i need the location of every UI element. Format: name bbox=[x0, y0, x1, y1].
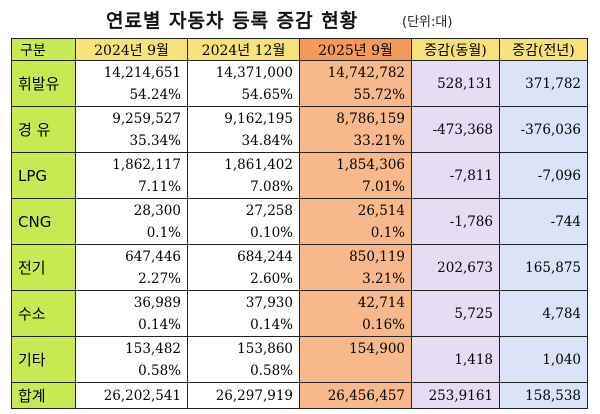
fuel-type-cell: CNG bbox=[11, 198, 76, 245]
header-sep2024: 2024년 9월 bbox=[75, 38, 188, 61]
table-row: 휘발유 14,214,651 14,371,000 14,742,782 528,131… bbox=[11, 60, 588, 107]
share-sep2024: 0.1% bbox=[75, 221, 188, 245]
fuel-type-cell: 수소 bbox=[11, 290, 76, 337]
count-dec2024: 9,162,195 bbox=[187, 106, 300, 130]
count-sep2025: 42,714 bbox=[299, 290, 412, 314]
share-dec2024: 54.65% bbox=[187, 83, 300, 107]
count-sep2025: 1,854,306 bbox=[299, 152, 412, 176]
share-dec2024: 0.58% bbox=[187, 359, 300, 383]
registration-table: 구분 2024년 9월 2024년 12월 2025년 9월 증감(동월) 증감… bbox=[11, 38, 588, 409]
total-sep2025: 26,456,457 bbox=[299, 382, 412, 409]
share-sep2025: 7.01% bbox=[299, 175, 412, 199]
count-sep2025: 850,119 bbox=[299, 244, 412, 268]
count-sep2024: 153,482 bbox=[75, 336, 188, 360]
diff-month-cell: -7,811 bbox=[411, 152, 500, 199]
diff-prev-cell: 371,782 bbox=[499, 60, 588, 107]
table-row: LPG 1,862,117 1,861,402 1,854,306 -7,811 -7,0… bbox=[11, 152, 588, 199]
count-dec2024: 14,371,000 bbox=[187, 60, 300, 84]
fuel-type-cell: 기타 bbox=[11, 336, 76, 383]
count-sep2025: 8,786,159 bbox=[299, 106, 412, 130]
table-row: 경 유 9,259,527 9,162,195 8,786,159 -473,368 -3… bbox=[11, 106, 588, 153]
count-sep2024: 1,862,117 bbox=[75, 152, 188, 176]
diff-month-cell: -473,368 bbox=[411, 106, 500, 153]
count-dec2024: 27,258 bbox=[187, 198, 300, 222]
total-row: 합계 26,202,541 26,297,919 26,456,457 253,9161… bbox=[11, 382, 588, 409]
share-sep2024: 2.27% bbox=[75, 267, 188, 291]
diff-prev-cell: 1,040 bbox=[499, 336, 588, 383]
share-sep2025: 33.21% bbox=[299, 129, 412, 153]
diff-month-cell: -1,786 bbox=[411, 198, 500, 245]
count-dec2024: 1,861,402 bbox=[187, 152, 300, 176]
table-row-share: 0.1% 0.10% 0.1% bbox=[12, 221, 588, 245]
share-sep2025: 0.1% bbox=[299, 221, 412, 245]
share-sep2024: 0.14% bbox=[75, 313, 188, 337]
total-dec2024: 26,297,919 bbox=[187, 382, 300, 409]
count-sep2024: 14,214,651 bbox=[75, 60, 188, 84]
diff-prev-cell: 4,784 bbox=[499, 290, 588, 337]
fuel-type-cell: 전기 bbox=[11, 244, 76, 291]
header-diff-month: 증감(동월) bbox=[411, 38, 500, 61]
share-sep2025: 55.72% bbox=[299, 83, 412, 107]
header-diff-prev: 증감(전년) bbox=[499, 38, 588, 61]
title-bar: 연료별 자동차 등록 증감 현황 (단위:대) bbox=[0, 0, 600, 38]
count-dec2024: 37,930 bbox=[187, 290, 300, 314]
diff-month-cell: 528,131 bbox=[411, 60, 500, 107]
diff-prev-cell: -7,096 bbox=[499, 152, 588, 199]
header-row: 구분 2024년 9월 2024년 12월 2025년 9월 증감(동월) 증감… bbox=[11, 38, 588, 61]
share-sep2024: 0.58% bbox=[75, 359, 188, 383]
diff-month-cell: 202,673 bbox=[411, 244, 500, 291]
diff-month-cell: 1,418 bbox=[411, 336, 500, 383]
fuel-type-cell: 휘발유 bbox=[11, 60, 76, 107]
count-sep2024: 28,300 bbox=[75, 198, 188, 222]
share-dec2024: 0.10% bbox=[187, 221, 300, 245]
table-row-share: 0.58% 0.58% bbox=[12, 359, 588, 383]
share-dec2024: 0.14% bbox=[187, 313, 300, 337]
table-row-share: 54.24% 54.65% 55.72% bbox=[12, 83, 588, 107]
count-sep2025: 154,900 bbox=[299, 336, 412, 360]
count-sep2024: 647,446 bbox=[75, 244, 188, 268]
table-row: 기타 153,482 153,860 154,900 1,418 1,040 bbox=[11, 336, 588, 383]
count-sep2025: 26,514 bbox=[299, 198, 412, 222]
count-sep2025: 14,742,782 bbox=[299, 60, 412, 84]
count-sep2024: 36,989 bbox=[75, 290, 188, 314]
diff-prev-cell: -376,036 bbox=[499, 106, 588, 153]
header-category: 구분 bbox=[11, 38, 76, 61]
share-sep2025 bbox=[299, 359, 412, 383]
page-title: 연료별 자동차 등록 증감 현황 bbox=[106, 10, 359, 32]
header-sep2025: 2025년 9월 bbox=[299, 38, 412, 61]
unit-label: (단위:대) bbox=[402, 15, 453, 30]
total-diff-month: 253,9161 bbox=[411, 382, 500, 409]
share-sep2024: 35.34% bbox=[75, 129, 188, 153]
share-sep2025: 0.16% bbox=[299, 313, 412, 337]
diff-prev-cell: 165,875 bbox=[499, 244, 588, 291]
table-row: CNG 28,300 27,258 26,514 -1,786 -744 bbox=[11, 198, 588, 245]
total-diff-prev: 158,538 bbox=[499, 382, 588, 409]
table-row: 수소 36,989 37,930 42,714 5,725 4,784 bbox=[11, 290, 588, 337]
table-row-share: 35.34% 34.84% 33.21% bbox=[12, 129, 588, 153]
table-row: 전기 647,446 684,244 850,119 202,673 165,875 bbox=[11, 244, 588, 291]
count-dec2024: 684,244 bbox=[187, 244, 300, 268]
share-sep2025: 3.21% bbox=[299, 267, 412, 291]
share-dec2024: 7.08% bbox=[187, 175, 300, 199]
header-dec2024: 2024년 12월 bbox=[187, 38, 300, 61]
total-sep2024: 26,202,541 bbox=[75, 382, 188, 409]
count-sep2024: 9,259,527 bbox=[75, 106, 188, 130]
count-dec2024: 153,860 bbox=[187, 336, 300, 360]
diff-prev-cell: -744 bbox=[499, 198, 588, 245]
share-sep2024: 7.11% bbox=[75, 175, 188, 199]
share-sep2024: 54.24% bbox=[75, 83, 188, 107]
table-row-share: 7.11% 7.08% 7.01% bbox=[12, 175, 588, 199]
table-row-share: 2.27% 2.60% 3.21% bbox=[12, 267, 588, 291]
share-dec2024: 2.60% bbox=[187, 267, 300, 291]
total-label: 합계 bbox=[11, 382, 76, 409]
fuel-type-cell: LPG bbox=[11, 152, 76, 199]
fuel-type-cell: 경 유 bbox=[11, 106, 76, 153]
diff-month-cell: 5,725 bbox=[411, 290, 500, 337]
share-dec2024: 34.84% bbox=[187, 129, 300, 153]
